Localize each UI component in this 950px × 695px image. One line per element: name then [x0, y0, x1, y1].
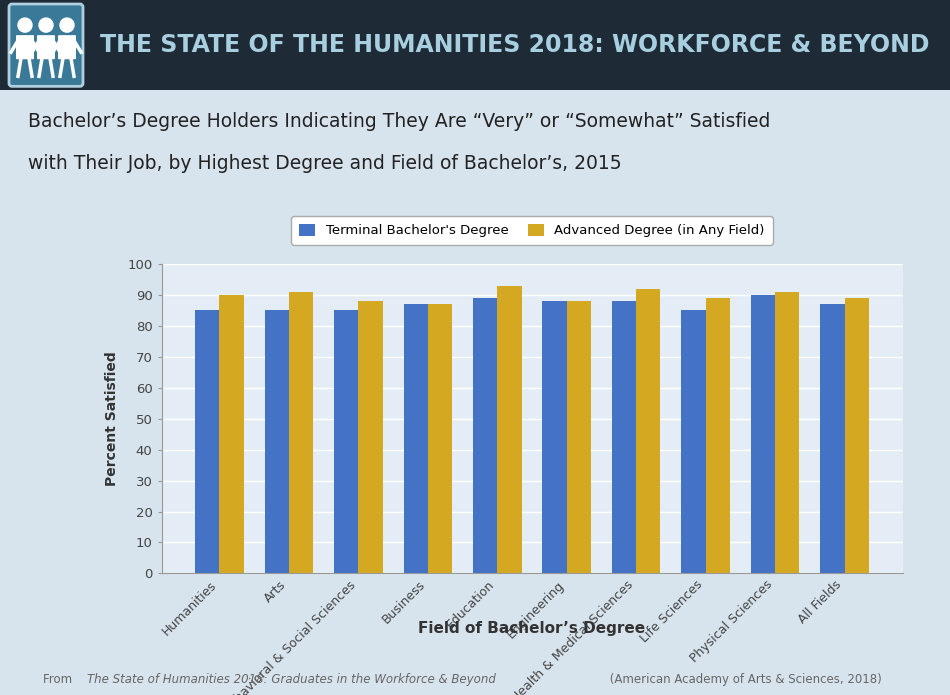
Bar	[219, 295, 244, 573]
Bar	[195, 311, 219, 573]
Bar	[567, 301, 591, 573]
FancyBboxPatch shape	[9, 4, 83, 86]
Text: Field of Bachelor’s Degree: Field of Bachelor’s Degree	[418, 621, 646, 637]
Text: with Their Job, by Highest Degree and Field of Bachelor’s, 2015: with Their Job, by Highest Degree and Fi…	[28, 154, 622, 173]
Circle shape	[39, 18, 53, 32]
FancyBboxPatch shape	[58, 35, 76, 59]
Circle shape	[18, 18, 32, 32]
Bar	[681, 311, 706, 573]
Bar	[428, 304, 452, 573]
Legend: Terminal Bachelor's Degree, Advanced Degree (in Any Field): Terminal Bachelor's Degree, Advanced Deg…	[292, 216, 772, 245]
Text: THE STATE OF THE HUMANITIES 2018: WORKFORCE & BEYOND: THE STATE OF THE HUMANITIES 2018: WORKFO…	[100, 33, 929, 57]
Y-axis label: Percent Satisfied: Percent Satisfied	[104, 352, 119, 486]
Bar	[473, 298, 497, 573]
Bar	[404, 304, 428, 573]
Text: (American Academy of Arts & Sciences, 2018): (American Academy of Arts & Sciences, 20…	[606, 673, 882, 686]
Bar	[497, 286, 522, 573]
Bar	[358, 301, 383, 573]
Bar	[750, 295, 775, 573]
FancyBboxPatch shape	[37, 35, 55, 59]
Text: From: From	[43, 673, 76, 686]
Bar	[265, 311, 289, 573]
Bar	[775, 292, 799, 573]
Bar	[820, 304, 845, 573]
Bar	[706, 298, 730, 573]
Bar	[612, 301, 637, 573]
Bar	[289, 292, 314, 573]
Bar	[334, 311, 358, 573]
Circle shape	[60, 18, 74, 32]
Bar	[542, 301, 567, 573]
Text: Bachelor’s Degree Holders Indicating They Are “Very” or “Somewhat” Satisfied: Bachelor’s Degree Holders Indicating The…	[28, 112, 770, 131]
FancyBboxPatch shape	[16, 35, 34, 59]
Bar	[845, 298, 869, 573]
Text: The State of Humanities 2018: Graduates in the Workforce & Beyond: The State of Humanities 2018: Graduates …	[87, 673, 496, 686]
Bar	[636, 289, 660, 573]
